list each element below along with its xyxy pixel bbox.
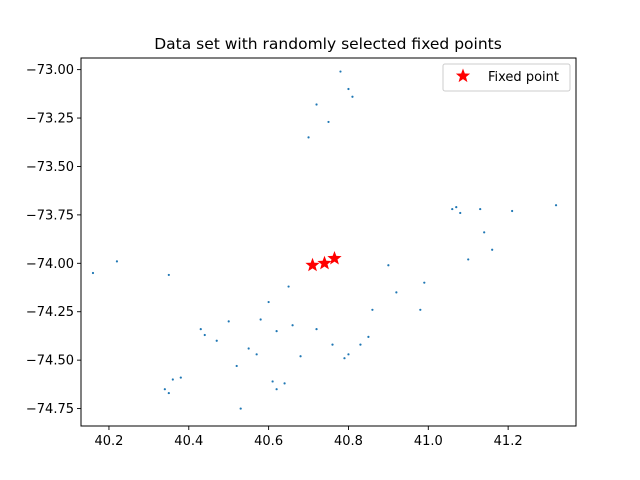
- x-axis: 40.2 40.4 40.6 40.8 41.0 41.2: [94, 426, 523, 449]
- data-point: [351, 95, 354, 98]
- data-point: [299, 355, 302, 358]
- axes-frame: [80, 57, 577, 427]
- x-tick-label: 41.0: [414, 434, 443, 449]
- data-point: [483, 231, 486, 234]
- legend-frame: [442, 63, 571, 92]
- data-point: [307, 136, 310, 139]
- y-tick-label: −73.25: [26, 112, 74, 127]
- chart-title: Data set with randomly selected fixed po…: [154, 35, 502, 53]
- data-point: [167, 391, 170, 395]
- data-point: [327, 120, 330, 124]
- data-point: [359, 343, 362, 346]
- y-tick-label: −73.00: [26, 63, 74, 78]
- data-point: [347, 87, 350, 91]
- data-point: [291, 324, 294, 327]
- data-point: [247, 347, 250, 350]
- data-point: [347, 353, 350, 356]
- plot-area: [80, 57, 577, 427]
- fixed-point-star: [317, 255, 332, 270]
- data-point: [287, 285, 290, 288]
- data-point: [259, 318, 262, 321]
- data-point: [554, 204, 558, 207]
- legend-star-marker: [455, 68, 471, 83]
- x-tick-label: 40.6: [254, 434, 283, 449]
- data-point: [275, 388, 278, 391]
- data-point: [511, 209, 514, 213]
- y-tick-label: −73.75: [26, 208, 74, 223]
- data-point: [343, 357, 346, 360]
- legend-label: Fixed point: [488, 70, 559, 85]
- data-point: [199, 328, 202, 331]
- data-point: [467, 258, 470, 261]
- data-point: [171, 378, 174, 381]
- x-tick-label: 40.8: [334, 434, 363, 449]
- data-point: [235, 364, 238, 368]
- x-tick-label: 40.4: [174, 434, 203, 449]
- x-tick-label: 40.2: [94, 434, 123, 449]
- data-point: [419, 308, 422, 311]
- y-axis: −73.00 −73.25 −73.50 −73.75 −74.00 −74.25 −74.…: [26, 63, 81, 417]
- data-point: [423, 281, 426, 284]
- fixed-point-star: [305, 257, 320, 272]
- data-point: [91, 271, 95, 275]
- data-point: [271, 380, 274, 383]
- data-point: [491, 248, 494, 251]
- data-point: [315, 328, 318, 331]
- data-point: [451, 207, 454, 211]
- data-point: [331, 343, 334, 346]
- y-tick-label: −74.00: [26, 257, 74, 272]
- data-point: [459, 211, 462, 215]
- y-tick-label: −74.25: [26, 305, 74, 320]
- data-point: [455, 206, 458, 209]
- fixed-point-star: [327, 250, 342, 265]
- data-point: [255, 353, 258, 356]
- data-point: [339, 70, 342, 73]
- data-point: [479, 207, 482, 211]
- data-point: [227, 320, 230, 323]
- data-point: [267, 300, 270, 304]
- y-tick-label: −74.75: [26, 402, 74, 417]
- data-point: [283, 382, 286, 385]
- y-tick-label: −74.50: [26, 354, 74, 369]
- data-point: [371, 308, 374, 311]
- x-tick-label: 41.2: [494, 434, 523, 449]
- data-point: [387, 264, 390, 267]
- legend: Fixed point: [442, 63, 571, 92]
- data-point: [163, 388, 166, 391]
- data-point: [179, 376, 182, 379]
- data-point: [275, 329, 278, 333]
- data-point: [239, 407, 242, 410]
- data-point: [215, 339, 218, 342]
- data-point: [203, 333, 206, 337]
- data-point: [395, 291, 398, 294]
- data-point: [167, 273, 170, 277]
- data-point: [367, 335, 370, 339]
- y-tick-label: −73.50: [26, 160, 74, 175]
- data-point: [115, 260, 119, 263]
- data-point: [315, 103, 318, 106]
